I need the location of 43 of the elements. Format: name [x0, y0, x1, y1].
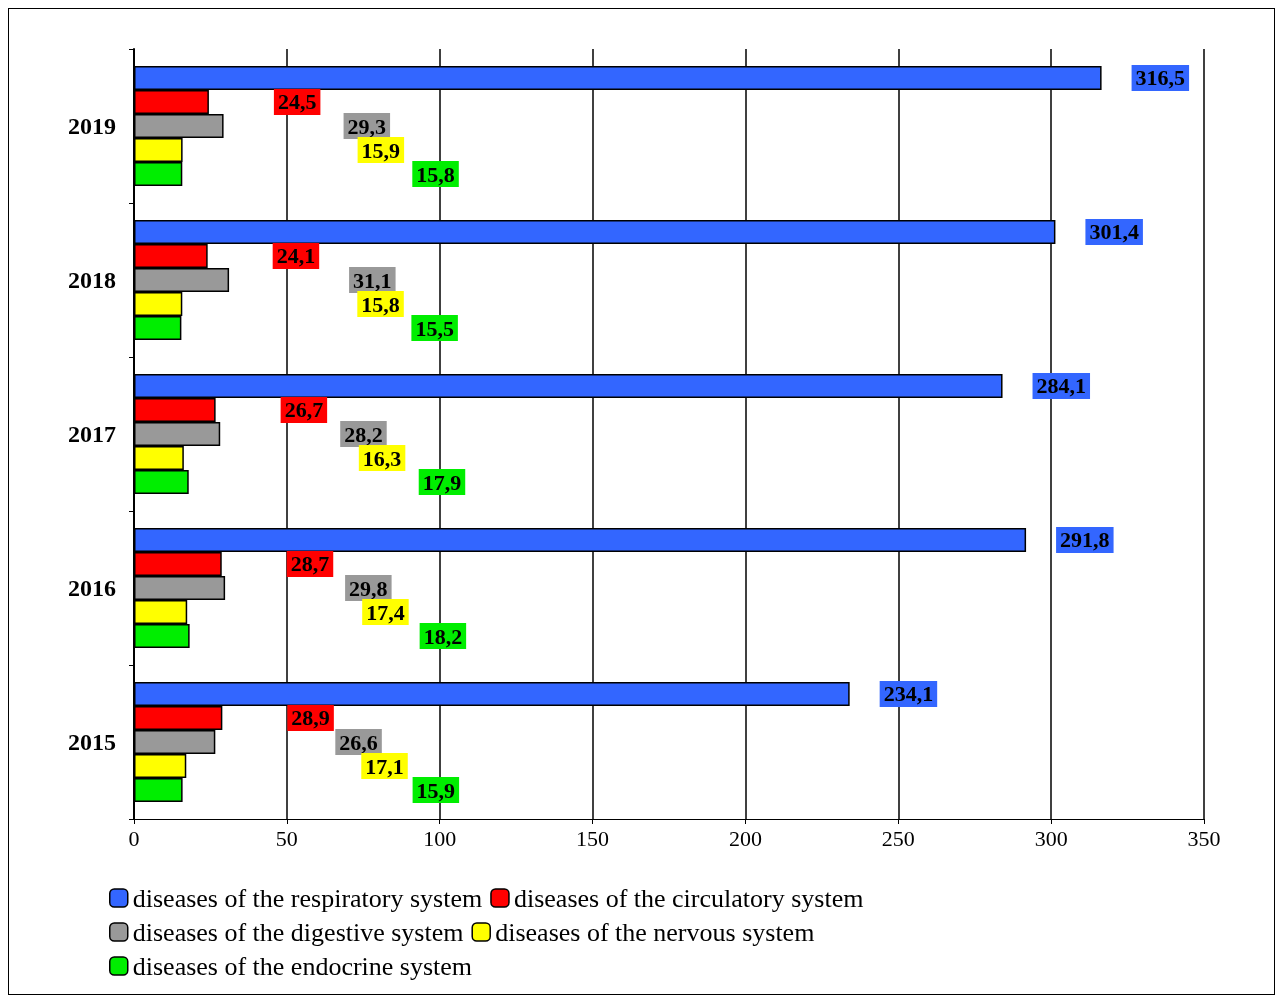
legend-label: diseases of the digestive system [132, 917, 464, 947]
data-label: 29,8 [349, 575, 388, 601]
data-label: 17,1 [365, 753, 404, 779]
y-tick-label: 2016 [68, 575, 116, 601]
data-label: 24,5 [277, 89, 317, 115]
y-tick-label: 2015 [68, 729, 116, 755]
data-label: 15,8 [361, 291, 400, 317]
legend-label: diseases of the nervous system [495, 917, 815, 947]
data-label: 24,1 [276, 243, 316, 269]
data-label: 291,8 [1060, 527, 1110, 553]
data-label: 15,9 [361, 137, 401, 163]
data-label: 31,1 [353, 267, 392, 293]
x-tick-label: 50 [275, 825, 298, 851]
data-label: 15,8 [416, 161, 455, 187]
data-label: 28,2 [344, 421, 383, 447]
x-tick-label: 100 [423, 825, 457, 851]
data-label: 284,1 [1036, 373, 1087, 399]
x-tick-label: 250 [881, 825, 915, 851]
legend-label: diseases of the respiratory system [132, 883, 483, 913]
data-label: 316,5 [1135, 65, 1186, 91]
data-label: 301,4 [1089, 219, 1139, 245]
data-label: 28,9 [291, 705, 330, 731]
x-tick-label: 350 [1187, 825, 1221, 851]
x-tick-label: 300 [1034, 825, 1068, 851]
data-label: 15,5 [415, 315, 454, 341]
data-label: 26,7 [284, 397, 324, 423]
data-label: 29,3 [347, 113, 387, 139]
y-tick-label: 2018 [68, 267, 116, 293]
data-label: 26,6 [339, 729, 378, 755]
data-label: 17,9 [422, 469, 462, 495]
data-label: 16,3 [362, 445, 402, 471]
x-tick-label: 200 [728, 825, 762, 851]
legend-label: diseases of the circulatory system [513, 883, 864, 913]
data-label: 18,2 [423, 623, 463, 649]
legend-label: diseases of the endocrine system [132, 951, 473, 981]
x-tick-label: 0 [128, 825, 140, 851]
data-label: 28,7 [290, 551, 330, 577]
x-tick-label: 150 [576, 825, 610, 851]
y-tick-label: 2017 [68, 421, 116, 447]
data-label: 234,1 [883, 681, 934, 707]
data-label: 15,9 [416, 777, 456, 803]
data-label: 17,4 [366, 599, 405, 625]
y-tick-label: 2019 [68, 113, 116, 139]
